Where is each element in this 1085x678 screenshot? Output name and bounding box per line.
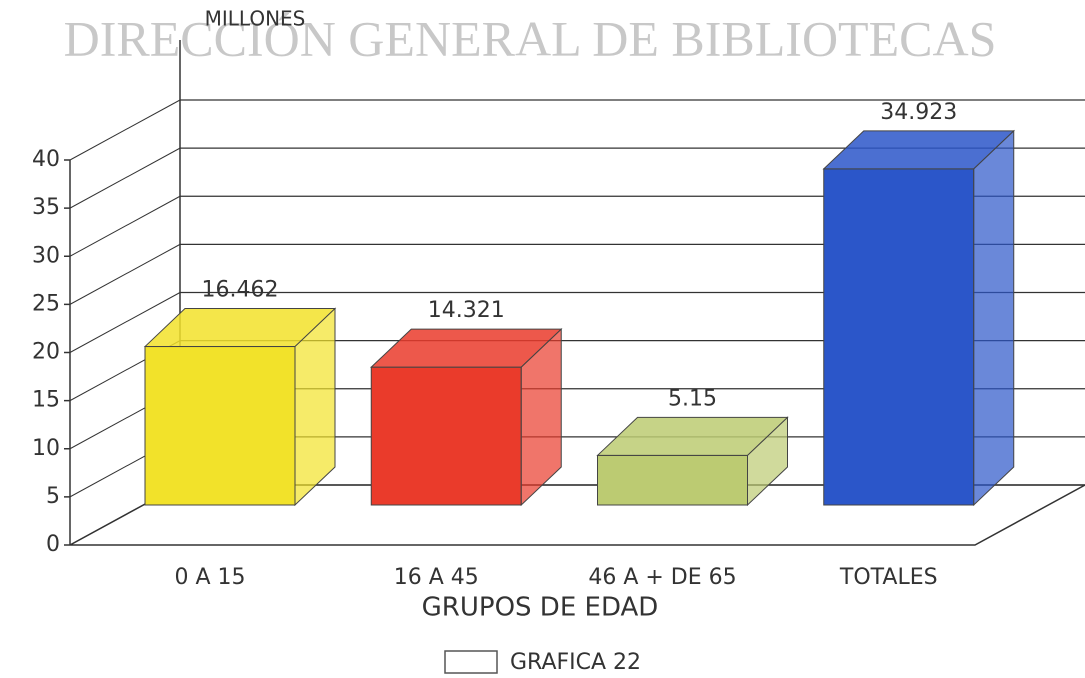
grid-line [69,195,181,257]
grid-line [69,292,181,353]
y-tick-label: 35 [32,195,60,220]
caption: GRAFICA 22 [510,650,641,675]
y-tick-label: 10 [32,436,60,461]
x-tick-label: 16 A 45 [394,565,479,590]
bar [823,168,975,506]
grid-line [69,99,181,161]
grid-line [69,243,181,305]
bar [370,366,522,506]
bar-side [973,129,1015,507]
watermark: DIRECCIÓN GENERAL DE BIBLIOTECAS [64,10,997,66]
data-label: 5.15 [668,386,717,411]
x-axis-label: GRUPOS DE EDAD [422,593,659,623]
bar-side [747,416,788,507]
data-label: 34.923 [880,100,957,125]
bar [597,454,748,506]
y-tick-label: 15 [32,388,60,413]
x-tick-label: TOTALES [839,565,938,590]
bar-side [520,327,562,507]
data-label: 16.462 [202,278,279,303]
y-tick-label: 20 [32,340,60,365]
x-tick-label: 0 A 15 [174,565,245,590]
y-tick-label: 5 [46,484,60,509]
x-tick-label: 46 A + DE 65 [588,565,736,590]
bar [144,346,296,506]
grid-line [69,147,181,209]
y-tick-label: 30 [32,243,60,268]
y-tick-label: 40 [32,147,60,172]
y-tick-label: 0 [46,532,60,557]
bar-side [294,307,336,507]
caption-box [444,650,498,674]
y-tick-label: 25 [32,291,60,316]
data-label: 14.321 [428,298,505,323]
y-axis-label: MILLONES [205,7,306,31]
